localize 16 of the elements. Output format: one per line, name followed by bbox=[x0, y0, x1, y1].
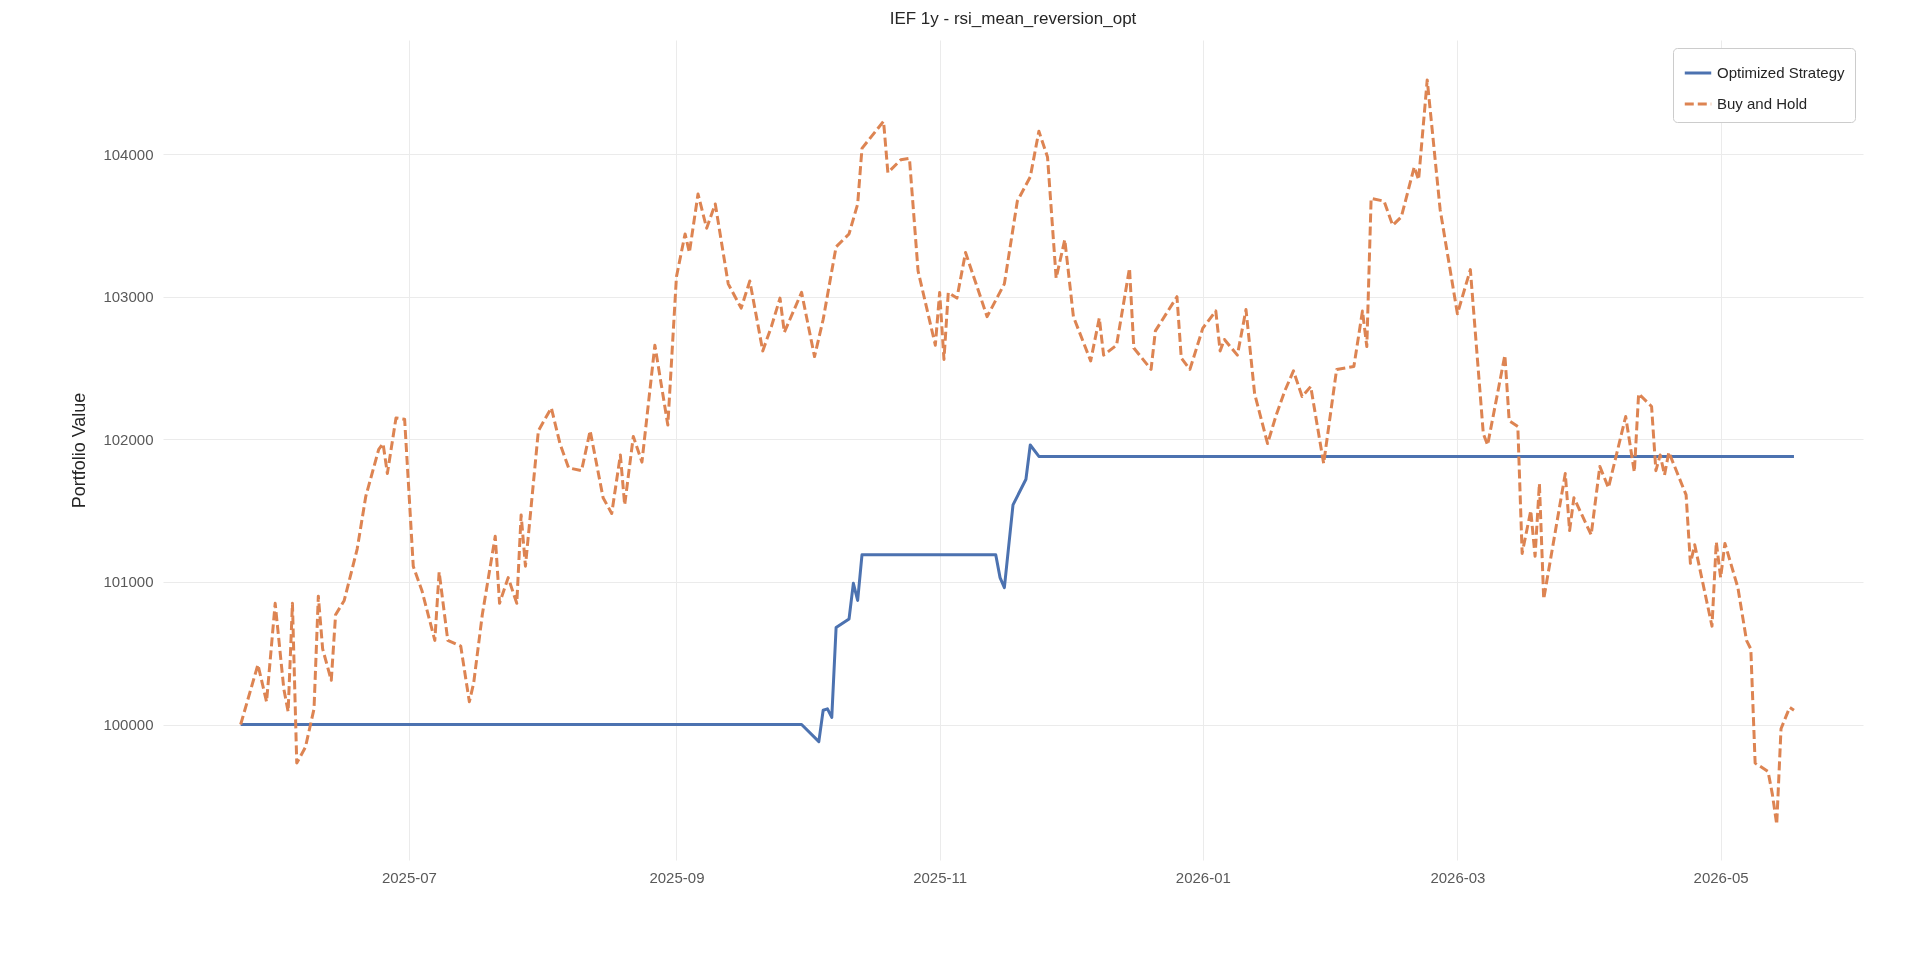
legend-label: Buy and Hold bbox=[1717, 95, 1808, 112]
x-tick-label: 2025-11 bbox=[913, 868, 968, 886]
line-series bbox=[239, 443, 1796, 744]
legend-label: Optimized Strategy bbox=[1717, 64, 1846, 81]
x-tick-label: 2026-01 bbox=[1175, 868, 1231, 886]
x-tick-label: 2025-07 bbox=[381, 868, 437, 886]
x-tick-label: 2025-09 bbox=[649, 868, 705, 886]
y-axis-title: Portfolio Value bbox=[69, 392, 90, 509]
y-tick-label: 103000 bbox=[103, 288, 154, 306]
x-tick-label: 2026-03 bbox=[1430, 868, 1486, 886]
y-tick-label: 101000 bbox=[103, 573, 154, 591]
x-tick-label: 2026-05 bbox=[1693, 868, 1749, 886]
y-tick-label: 100000 bbox=[103, 716, 154, 734]
y-tick-label: 102000 bbox=[103, 430, 154, 448]
chart-title: IEF 1y - rsi_mean_reversion_opt bbox=[889, 9, 1137, 28]
y-tick-label: 104000 bbox=[103, 145, 154, 163]
